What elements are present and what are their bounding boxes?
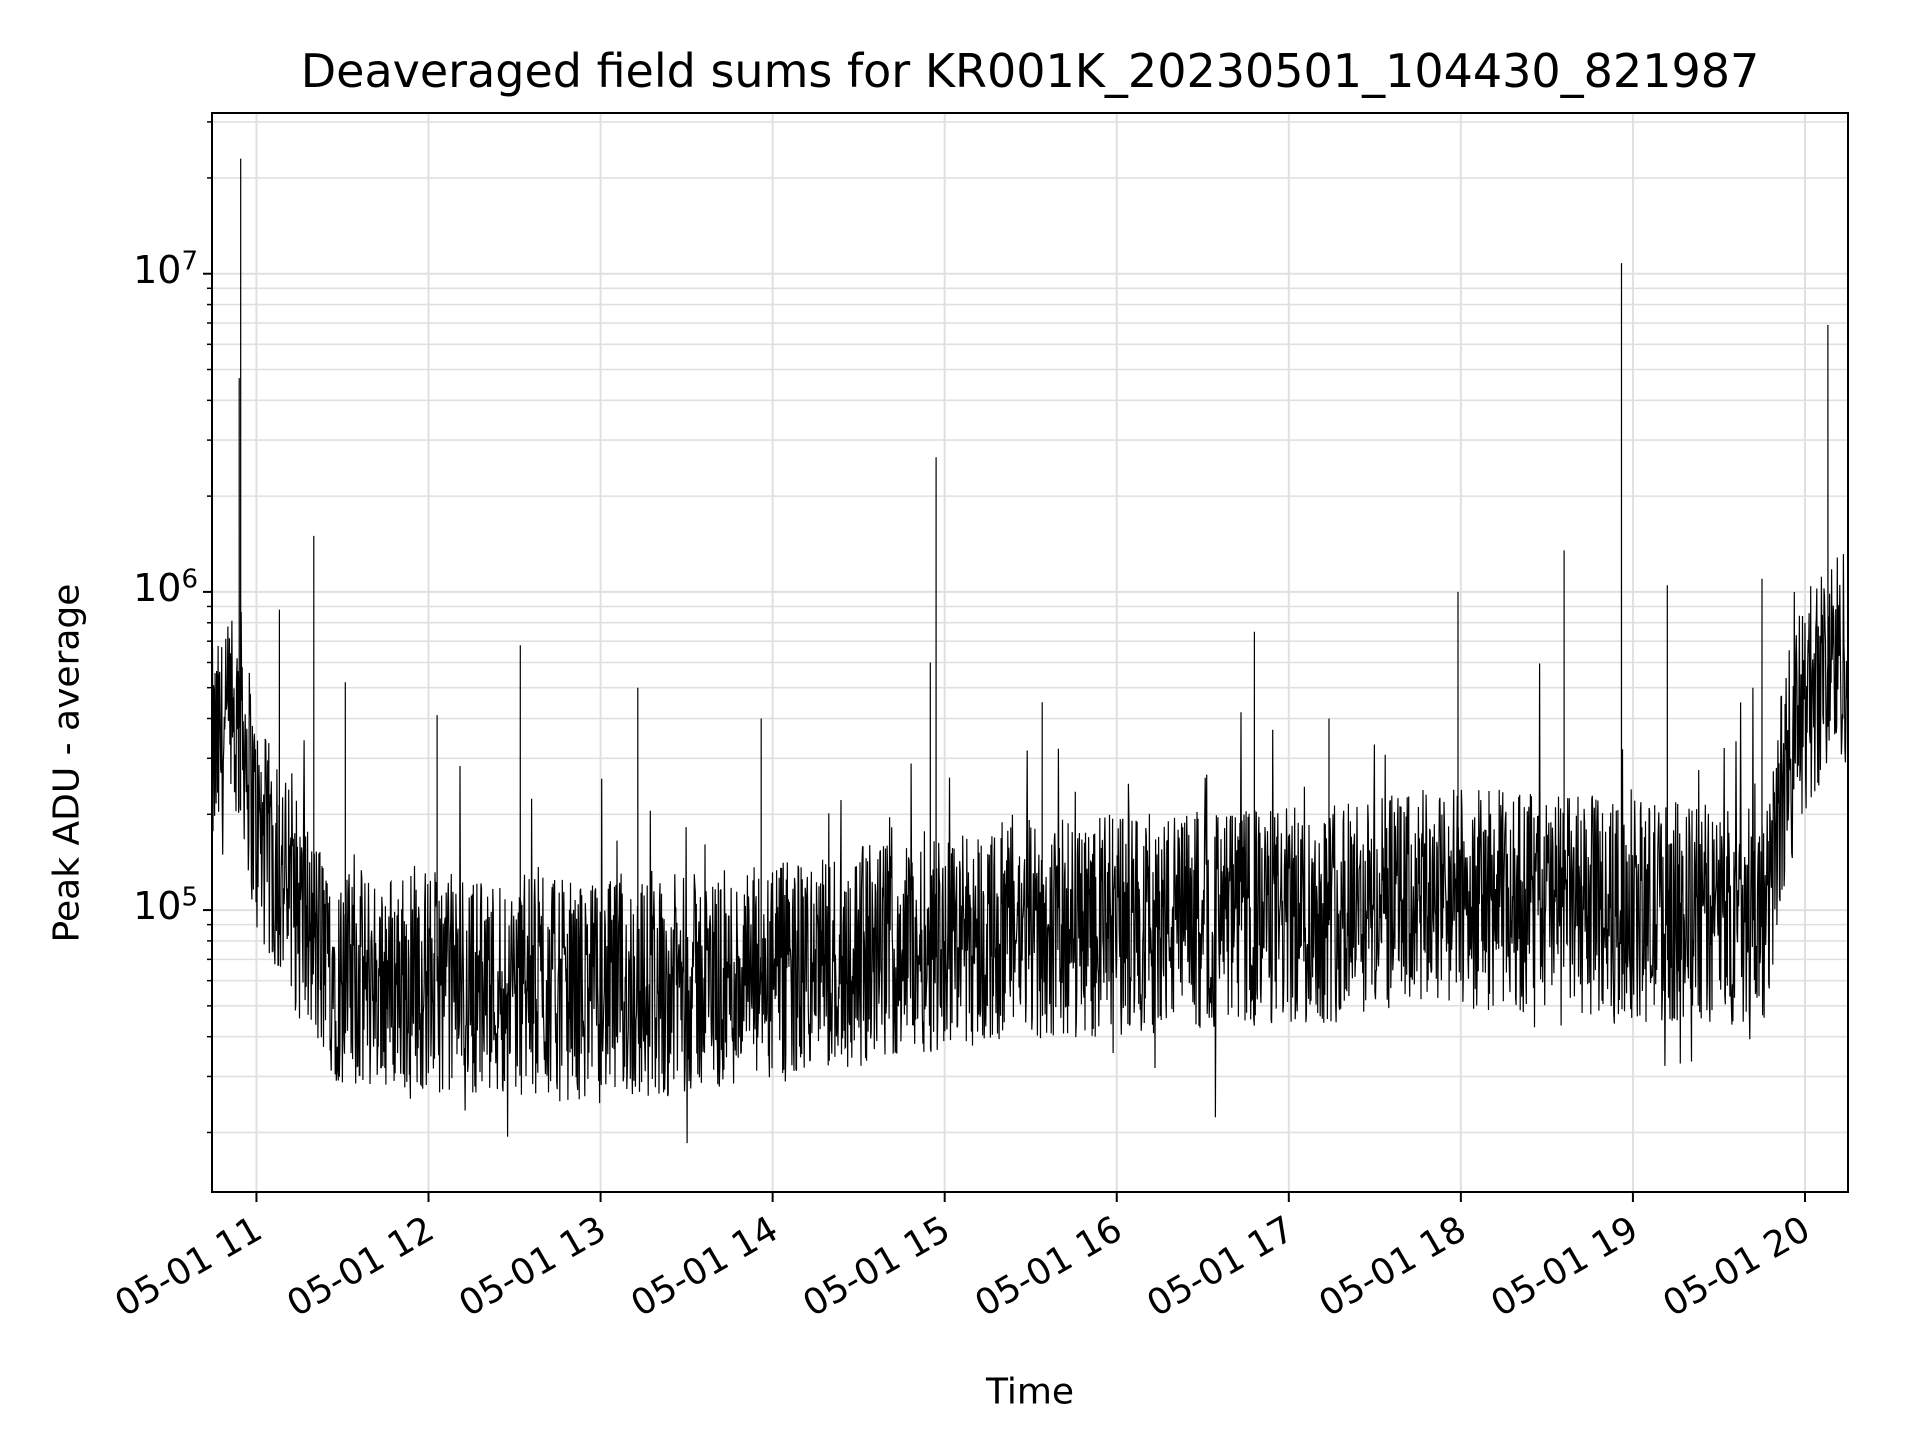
series-line [211,158,1849,1144]
chart-title: Deaveraged field sums for KR001K_2023050… [300,44,1760,98]
plot-frame [211,112,1849,1193]
y-tick-label: 106 [100,566,198,610]
y-tick-exponent: 7 [181,246,198,277]
y-tick-exponent: 6 [181,564,198,595]
series-group [211,158,1849,1144]
y-tick-exponent: 5 [181,882,198,913]
axis-ticks [203,121,1806,1202]
y-axis-label: Peak ADU - average [46,583,88,943]
y-tick-base: 10 [133,247,182,292]
x-axis-label: Time [985,1371,1075,1413]
y-tick-base: 10 [133,565,182,610]
y-tick-label: 107 [100,248,198,292]
y-tick-base: 10 [133,884,182,929]
y-tick-label: 105 [100,884,198,928]
